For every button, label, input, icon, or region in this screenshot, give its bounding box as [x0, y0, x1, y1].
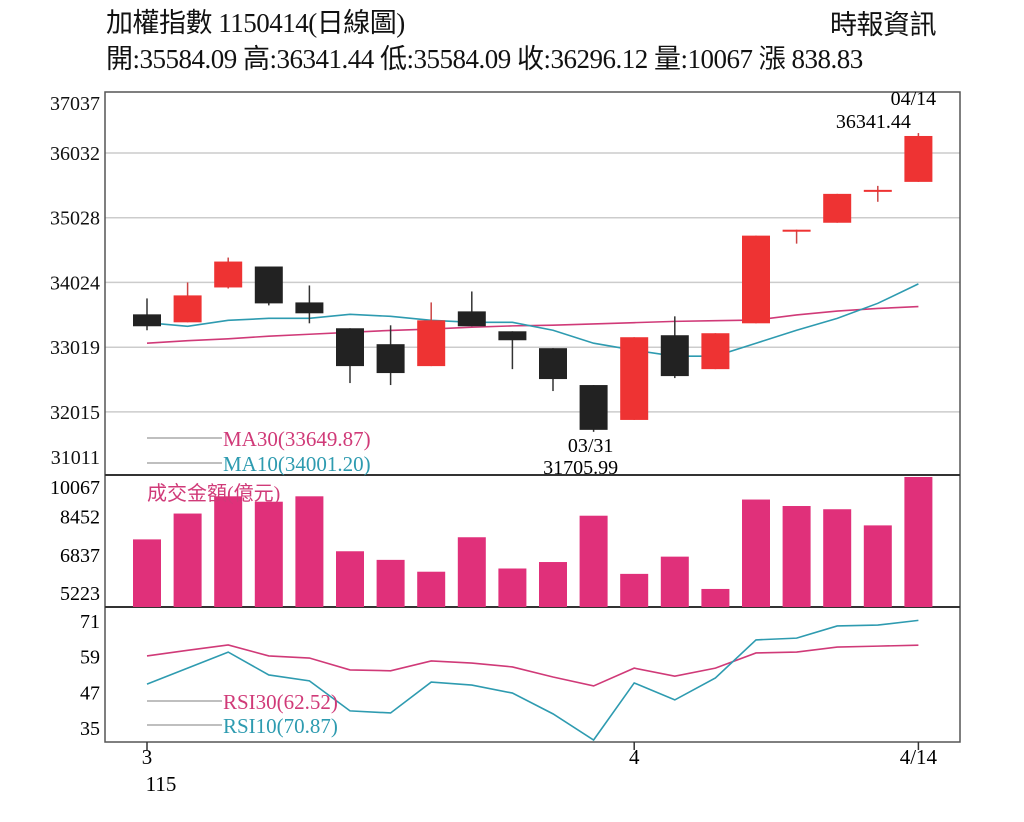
rsi-tick-label: 59 — [80, 647, 100, 669]
chart-title: 加權指數 1150414(日線圖) — [106, 8, 405, 38]
rsi-tick-label: 47 — [80, 682, 100, 704]
volume-bar — [376, 559, 405, 607]
candle-up — [742, 235, 770, 324]
volume-bar — [133, 539, 161, 607]
volume-bar — [579, 515, 608, 607]
candle-down — [498, 331, 527, 341]
plot-frame — [104, 91, 961, 743]
y-tick-label: 36032 — [50, 143, 100, 165]
volume-title: 成交金額(億元) — [147, 482, 280, 505]
volume-bar — [863, 525, 892, 607]
volume-tick-label: 8452 — [60, 506, 100, 528]
y-tick-label: 34024 — [50, 272, 100, 294]
volume-bar — [660, 556, 689, 607]
volume-bar — [254, 501, 283, 607]
candle-down — [660, 335, 689, 377]
candle-down — [295, 302, 324, 314]
candle-up — [620, 337, 649, 420]
candle-up — [782, 229, 811, 232]
volume-bar — [904, 477, 933, 607]
candle-up — [173, 295, 202, 323]
annotation-date: 03/31 — [568, 435, 614, 457]
y-tick-label: 31011 — [51, 447, 100, 469]
volume-bar — [539, 562, 567, 607]
volume-tick-label: 5223 — [60, 583, 100, 605]
annotation-value: 36341.44 — [836, 111, 911, 133]
y-tick-label: 32015 — [50, 402, 100, 424]
annotation-value: 31705.99 — [543, 457, 618, 479]
volume-bar — [214, 496, 243, 607]
y-tick-label: 37037 — [50, 93, 100, 115]
legend-ma30: MA30(33649.87) — [223, 427, 371, 451]
rsi-tick-label: 35 — [80, 718, 100, 740]
volume-tick-label: 10067 — [50, 477, 100, 499]
candle-up — [823, 193, 852, 223]
annotation-date: 04/14 — [891, 88, 937, 110]
volume-bar — [620, 573, 649, 607]
candle-down — [539, 348, 567, 380]
y-tick-label: 33019 — [50, 337, 100, 359]
x-tick-label: 4/14 — [900, 745, 938, 769]
candle-down — [336, 328, 364, 367]
x-year-label: 115 — [146, 772, 177, 796]
ma10-line — [146, 283, 919, 357]
volume-bar — [417, 571, 446, 607]
volume-bar — [173, 513, 202, 607]
volume-bar — [498, 568, 527, 607]
candle-down — [579, 385, 608, 430]
candle-down — [133, 314, 161, 327]
volume-bar — [701, 588, 730, 607]
candle-down — [254, 266, 283, 304]
volume-bar — [823, 509, 852, 607]
volume-bar — [782, 506, 811, 607]
rsi10-line — [146, 619, 919, 742]
candle-up — [904, 135, 933, 182]
candle-up — [701, 333, 730, 370]
legend-ma10: MA10(34001.20) — [223, 452, 371, 476]
candle-up — [417, 320, 446, 367]
volume-bar — [295, 496, 324, 607]
candle-down — [376, 344, 405, 374]
rsi30-line — [146, 644, 919, 687]
volume-bar — [457, 537, 486, 607]
source-label: 時報資訊 — [830, 10, 937, 40]
x-tick-label: 3 — [142, 745, 153, 769]
candle-up — [863, 189, 892, 192]
candle-down — [457, 311, 486, 327]
ma30-line — [146, 305, 919, 345]
x-tick-label: 4 — [629, 745, 640, 769]
volume-tick-label: 6837 — [60, 545, 100, 567]
volume-bar — [336, 551, 364, 607]
legend-rsi30: RSI30(62.52) — [223, 690, 338, 714]
rsi-tick-label: 71 — [80, 611, 100, 633]
volume-bar — [742, 499, 770, 607]
y-tick-label: 35028 — [50, 208, 100, 230]
legend-rsi10: RSI10(70.87) — [223, 714, 338, 738]
quote-summary: 開:35584.09 高:36341.44 低:35584.09 收:36296… — [106, 44, 863, 74]
candle-up — [214, 261, 243, 288]
